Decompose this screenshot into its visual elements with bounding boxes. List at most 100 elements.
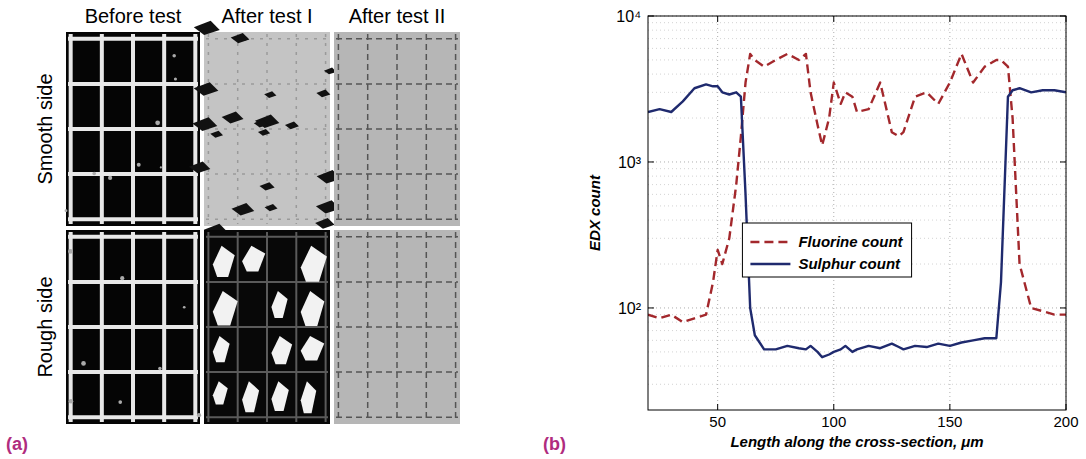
flake (301, 381, 317, 413)
speck (197, 413, 201, 417)
flake (258, 129, 270, 136)
minor-grid (648, 330, 1066, 331)
grid-cut (206, 173, 328, 175)
tick-label: 10⁴ (616, 8, 641, 25)
minor-grid (648, 351, 1066, 352)
grid-cut (336, 173, 458, 175)
photo-background (66, 230, 200, 424)
tick (1060, 161, 1066, 162)
flake (242, 381, 259, 412)
grid-cut (206, 83, 328, 85)
grid-cut (336, 416, 458, 418)
photo-background (334, 32, 460, 226)
flake (301, 336, 325, 361)
photo (204, 230, 330, 424)
grid-cut (336, 371, 458, 373)
grid-cut (206, 326, 328, 328)
photo (334, 230, 460, 424)
speck (158, 367, 161, 370)
tick-label: 100 (821, 413, 846, 430)
row-title: Smooth side (34, 73, 56, 184)
grid-cut (325, 34, 327, 224)
speck (108, 176, 112, 180)
grid-cut (426, 232, 428, 422)
grid-cut (68, 217, 198, 221)
legend-swatch (750, 263, 790, 265)
minor-grid (648, 118, 1066, 119)
minor-grid (648, 384, 1066, 385)
axis-title: Length along the cross-section, μm (730, 433, 983, 450)
grid-cut (68, 325, 198, 329)
grid-cut (426, 34, 428, 224)
column-title: After test II (349, 5, 446, 27)
column-title: After test I (221, 5, 312, 27)
panel-label: (a) (6, 434, 28, 454)
photo (189, 21, 341, 237)
flake (232, 203, 255, 216)
tick (1066, 16, 1067, 22)
photo-background (204, 32, 330, 226)
legend: Fluorine countSulphur count (742, 223, 911, 277)
tick (648, 307, 654, 308)
flake (213, 291, 238, 326)
minor-grid (648, 168, 1066, 169)
tick-label: 10³ (618, 154, 642, 171)
tick (1066, 404, 1067, 410)
row-title: Rough side (34, 276, 56, 377)
flake (271, 336, 292, 364)
grid-cut (193, 34, 197, 224)
flake (285, 121, 299, 129)
speck (174, 77, 177, 80)
flake (189, 162, 210, 174)
speck (120, 276, 124, 280)
speck (68, 249, 73, 254)
grid-cut (68, 127, 198, 131)
grid-cut (68, 172, 198, 176)
plot-frame (648, 16, 1066, 410)
grid-line (949, 16, 950, 410)
grid-cut (206, 38, 328, 40)
tick-label: 200 (1053, 413, 1078, 430)
minor-grid (648, 48, 1066, 49)
grid-cut (296, 34, 298, 224)
flake (222, 111, 244, 123)
column-title: Before test (85, 5, 182, 27)
tick (833, 16, 834, 22)
legend-box (742, 223, 911, 277)
speck (118, 400, 122, 404)
flake (265, 204, 278, 211)
legend-label: Sulphur count (798, 255, 901, 272)
flake (213, 336, 230, 362)
speck (160, 166, 162, 168)
speck (137, 163, 141, 167)
grid-cut (206, 218, 328, 220)
speck (69, 399, 74, 404)
grid-line (717, 16, 718, 410)
speck (172, 54, 176, 58)
grid-cut (162, 34, 166, 224)
grid-cut (266, 34, 268, 224)
series-line (648, 84, 1066, 357)
flake (213, 246, 235, 277)
tick (833, 404, 834, 410)
minor-grid (648, 340, 1066, 341)
flake (271, 381, 288, 411)
grid-cut (455, 232, 457, 422)
tick (949, 404, 950, 410)
flake (192, 117, 217, 131)
tick (1060, 16, 1066, 17)
flake (254, 120, 269, 128)
minor-grid (648, 92, 1066, 93)
minor-grid (648, 22, 1066, 23)
minor-grid (648, 322, 1066, 323)
legend-swatch (750, 241, 790, 243)
flake (213, 381, 228, 404)
tick (648, 161, 654, 162)
plot-area (648, 16, 1066, 410)
minor-grid (648, 176, 1066, 177)
photo (334, 32, 460, 226)
minor-grid (648, 366, 1066, 367)
flake (194, 21, 220, 35)
grid-cut (295, 232, 297, 422)
speck (81, 361, 86, 366)
